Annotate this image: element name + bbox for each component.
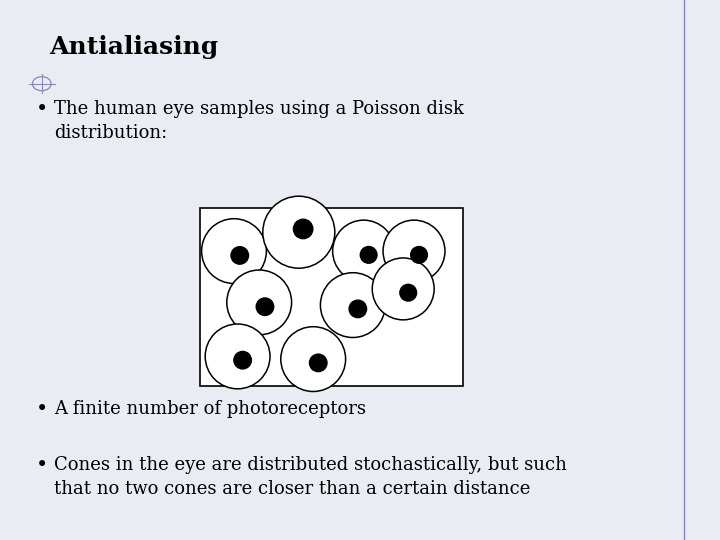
Ellipse shape xyxy=(294,219,313,239)
Ellipse shape xyxy=(227,270,292,335)
Ellipse shape xyxy=(372,258,434,320)
Ellipse shape xyxy=(320,273,385,338)
Ellipse shape xyxy=(202,219,266,284)
Text: A finite number of photoreceptors: A finite number of photoreceptors xyxy=(54,400,366,417)
Ellipse shape xyxy=(263,196,335,268)
Ellipse shape xyxy=(383,220,445,282)
Bar xyxy=(200,208,463,386)
Text: Cones in the eye are distributed stochastically, but such
that no two cones are : Cones in the eye are distributed stochas… xyxy=(54,456,567,498)
Text: Antialiasing: Antialiasing xyxy=(49,35,218,59)
Ellipse shape xyxy=(410,247,428,263)
Text: •: • xyxy=(36,100,48,119)
Text: •: • xyxy=(36,456,48,475)
Ellipse shape xyxy=(400,285,417,301)
Ellipse shape xyxy=(349,300,366,318)
Ellipse shape xyxy=(205,324,270,389)
Ellipse shape xyxy=(234,352,251,369)
Ellipse shape xyxy=(281,327,346,392)
Ellipse shape xyxy=(333,220,395,282)
Ellipse shape xyxy=(310,354,327,372)
Ellipse shape xyxy=(256,298,274,315)
Text: •: • xyxy=(36,400,48,419)
Text: The human eye samples using a Poisson disk
distribution:: The human eye samples using a Poisson di… xyxy=(54,100,464,141)
Ellipse shape xyxy=(231,247,248,264)
Ellipse shape xyxy=(360,247,377,263)
